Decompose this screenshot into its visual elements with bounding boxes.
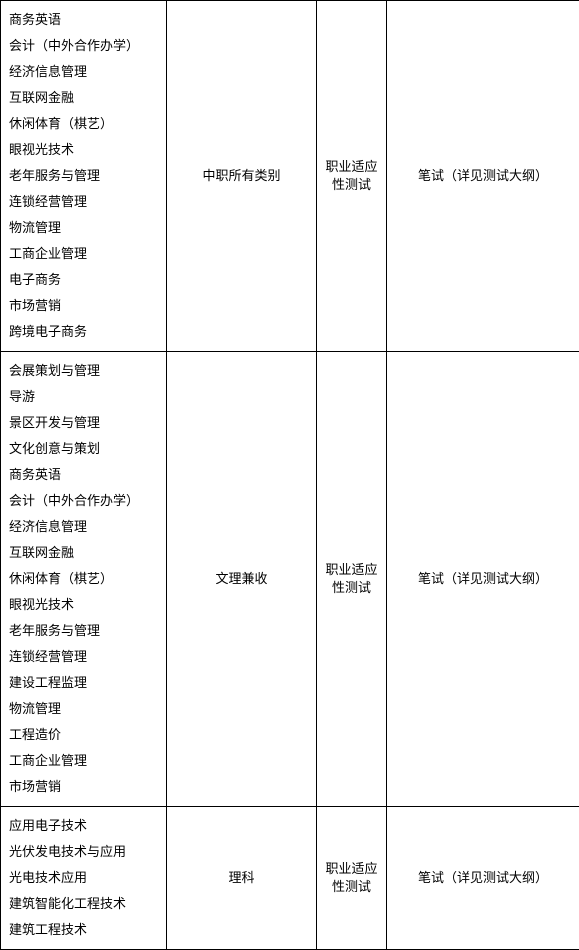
major-item: 会计（中外合作办学）	[9, 488, 158, 514]
major-item: 工商企业管理	[9, 241, 158, 267]
major-item: 经济信息管理	[9, 514, 158, 540]
major-item: 电子商务	[9, 267, 158, 293]
category-cell: 中职所有类别	[167, 1, 317, 352]
majors-cell: 会展策划与管理 导游 景区开发与管理 文化创意与策划 商务英语 会计（中外合作办…	[1, 352, 167, 807]
table-body: 商务英语 会计（中外合作办学） 经济信息管理 互联网金融 休闲体育（棋艺） 眼视…	[1, 1, 579, 950]
major-item: 休闲体育（棋艺）	[9, 566, 158, 592]
category-cell: 理科	[167, 807, 317, 950]
method-cell: 笔试（详见测试大纲）	[387, 807, 579, 950]
majors-table: 商务英语 会计（中外合作办学） 经济信息管理 互联网金融 休闲体育（棋艺） 眼视…	[0, 0, 579, 950]
major-item: 商务英语	[9, 7, 158, 33]
major-item: 眼视光技术	[9, 137, 158, 163]
major-item: 建筑工程技术	[9, 917, 158, 943]
major-item: 连锁经营管理	[9, 189, 158, 215]
test-cell: 职业适应性测试	[317, 1, 387, 352]
category-cell: 文理兼收	[167, 352, 317, 807]
major-item: 连锁经营管理	[9, 644, 158, 670]
major-item: 会计（中外合作办学）	[9, 33, 158, 59]
major-item: 互联网金融	[9, 85, 158, 111]
major-item: 市场营销	[9, 293, 158, 319]
major-item: 应用电子技术	[9, 813, 158, 839]
major-item: 互联网金融	[9, 540, 158, 566]
major-item: 老年服务与管理	[9, 163, 158, 189]
major-item: 导游	[9, 384, 158, 410]
major-item: 市场营销	[9, 774, 158, 800]
major-item: 物流管理	[9, 696, 158, 722]
major-item: 工程造价	[9, 722, 158, 748]
majors-cell: 应用电子技术 光伏发电技术与应用 光电技术应用 建筑智能化工程技术 建筑工程技术	[1, 807, 167, 950]
major-item: 工商企业管理	[9, 748, 158, 774]
major-item: 建设工程监理	[9, 670, 158, 696]
major-item: 商务英语	[9, 462, 158, 488]
major-item: 会展策划与管理	[9, 358, 158, 384]
major-item: 光电技术应用	[9, 865, 158, 891]
method-cell: 笔试（详见测试大纲）	[387, 1, 579, 352]
major-item: 眼视光技术	[9, 592, 158, 618]
test-cell: 职业适应性测试	[317, 352, 387, 807]
major-item: 建筑智能化工程技术	[9, 891, 158, 917]
table-row: 商务英语 会计（中外合作办学） 经济信息管理 互联网金融 休闲体育（棋艺） 眼视…	[1, 1, 579, 352]
major-item: 老年服务与管理	[9, 618, 158, 644]
major-item: 经济信息管理	[9, 59, 158, 85]
table-row: 会展策划与管理 导游 景区开发与管理 文化创意与策划 商务英语 会计（中外合作办…	[1, 352, 579, 807]
major-item: 物流管理	[9, 215, 158, 241]
table-row: 应用电子技术 光伏发电技术与应用 光电技术应用 建筑智能化工程技术 建筑工程技术…	[1, 807, 579, 950]
major-item: 光伏发电技术与应用	[9, 839, 158, 865]
method-cell: 笔试（详见测试大纲）	[387, 352, 579, 807]
major-item: 跨境电子商务	[9, 319, 158, 345]
major-item: 文化创意与策划	[9, 436, 158, 462]
major-item: 景区开发与管理	[9, 410, 158, 436]
majors-cell: 商务英语 会计（中外合作办学） 经济信息管理 互联网金融 休闲体育（棋艺） 眼视…	[1, 1, 167, 352]
major-item: 休闲体育（棋艺）	[9, 111, 158, 137]
test-cell: 职业适应性测试	[317, 807, 387, 950]
